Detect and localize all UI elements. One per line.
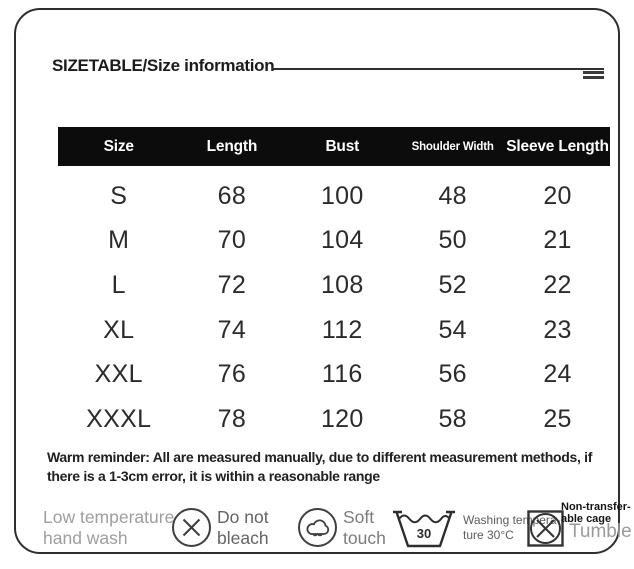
sleeve-cell: 24 <box>543 360 572 389</box>
length-cell: 70 <box>217 226 247 255</box>
table-header: Size Length Bust Shoulder Width Sleeve L… <box>58 127 610 166</box>
shoulder-cell: 52 <box>438 271 467 300</box>
table-row: XXL 76 116 56 24 <box>58 353 610 397</box>
length-cell: 78 <box>217 405 247 434</box>
page-title: SIZETABLE/Size information <box>52 56 275 75</box>
warm-reminder: Warm reminder: All are measured manually… <box>47 449 593 484</box>
bust-cell: 112 <box>321 315 363 344</box>
svg-text:30: 30 <box>417 526 431 541</box>
table-row: S 68 100 48 20 <box>58 174 610 218</box>
soft-touch-icon <box>298 508 337 547</box>
shoulder-cell: 58 <box>438 405 467 434</box>
wash-30-icon: 30 <box>393 510 455 548</box>
soft-touch-label: Soft touch <box>343 507 386 548</box>
non-transferable-label: Non-transfer- able cage <box>561 501 631 525</box>
bust-cell: 100 <box>320 181 364 210</box>
length-cell: 68 <box>217 181 247 210</box>
table-row: M 70 104 50 21 <box>58 219 610 263</box>
title-divider <box>272 68 604 70</box>
length-cell: 72 <box>217 271 247 300</box>
sleeve-cell: 20 <box>543 181 572 210</box>
length-cell: 76 <box>217 360 247 389</box>
size-cell: L <box>111 271 126 300</box>
bust-cell: 116 <box>321 360 363 389</box>
sleeve-cell: 21 <box>543 226 572 255</box>
size-cell: XL <box>103 315 135 344</box>
shoulder-cell: 48 <box>438 181 467 210</box>
size-cell: XXL <box>94 360 143 389</box>
size-cell: XXXL <box>86 405 152 434</box>
hand-wash-label: Low temperature hand wash <box>43 507 175 548</box>
header-bust: Bust <box>325 137 360 155</box>
tumble-dry-label: Tumble dry <box>569 521 634 542</box>
sleeve-cell: 22 <box>543 271 572 300</box>
size-cell: S <box>110 181 128 210</box>
bust-cell: 120 <box>320 405 364 434</box>
header-sleeve-length: Sleeve Length <box>506 137 609 155</box>
do-not-bleach-icon <box>172 508 211 547</box>
sleeve-cell: 23 <box>543 315 572 344</box>
bust-cell: 108 <box>320 271 364 300</box>
table-row: XXXL 78 120 58 25 <box>58 398 610 442</box>
header-shoulder-width: Shoulder Width <box>411 140 494 153</box>
table-body: S 68 100 48 20 M 70 104 50 21 L 72 108 5… <box>58 174 610 442</box>
length-cell: 74 <box>217 315 247 344</box>
size-cell: M <box>108 226 130 255</box>
shoulder-cell: 50 <box>438 226 467 255</box>
do-not-bleach-label: Do not bleach <box>217 507 269 548</box>
shoulder-cell: 56 <box>438 360 467 389</box>
bust-cell: 104 <box>320 226 364 255</box>
shoulder-cell: 54 <box>438 315 467 344</box>
header-length: Length <box>206 137 258 155</box>
header-size: Size <box>103 137 134 155</box>
table-row: L 72 108 52 22 <box>58 264 610 308</box>
double-line-icon <box>583 71 604 81</box>
do-not-tumble-icon <box>527 510 564 547</box>
sleeve-cell: 25 <box>543 405 572 434</box>
size-info-card: SIZETABLE/Size information Size Length B… <box>14 8 634 554</box>
table-row: XL 74 112 54 23 <box>58 308 610 352</box>
